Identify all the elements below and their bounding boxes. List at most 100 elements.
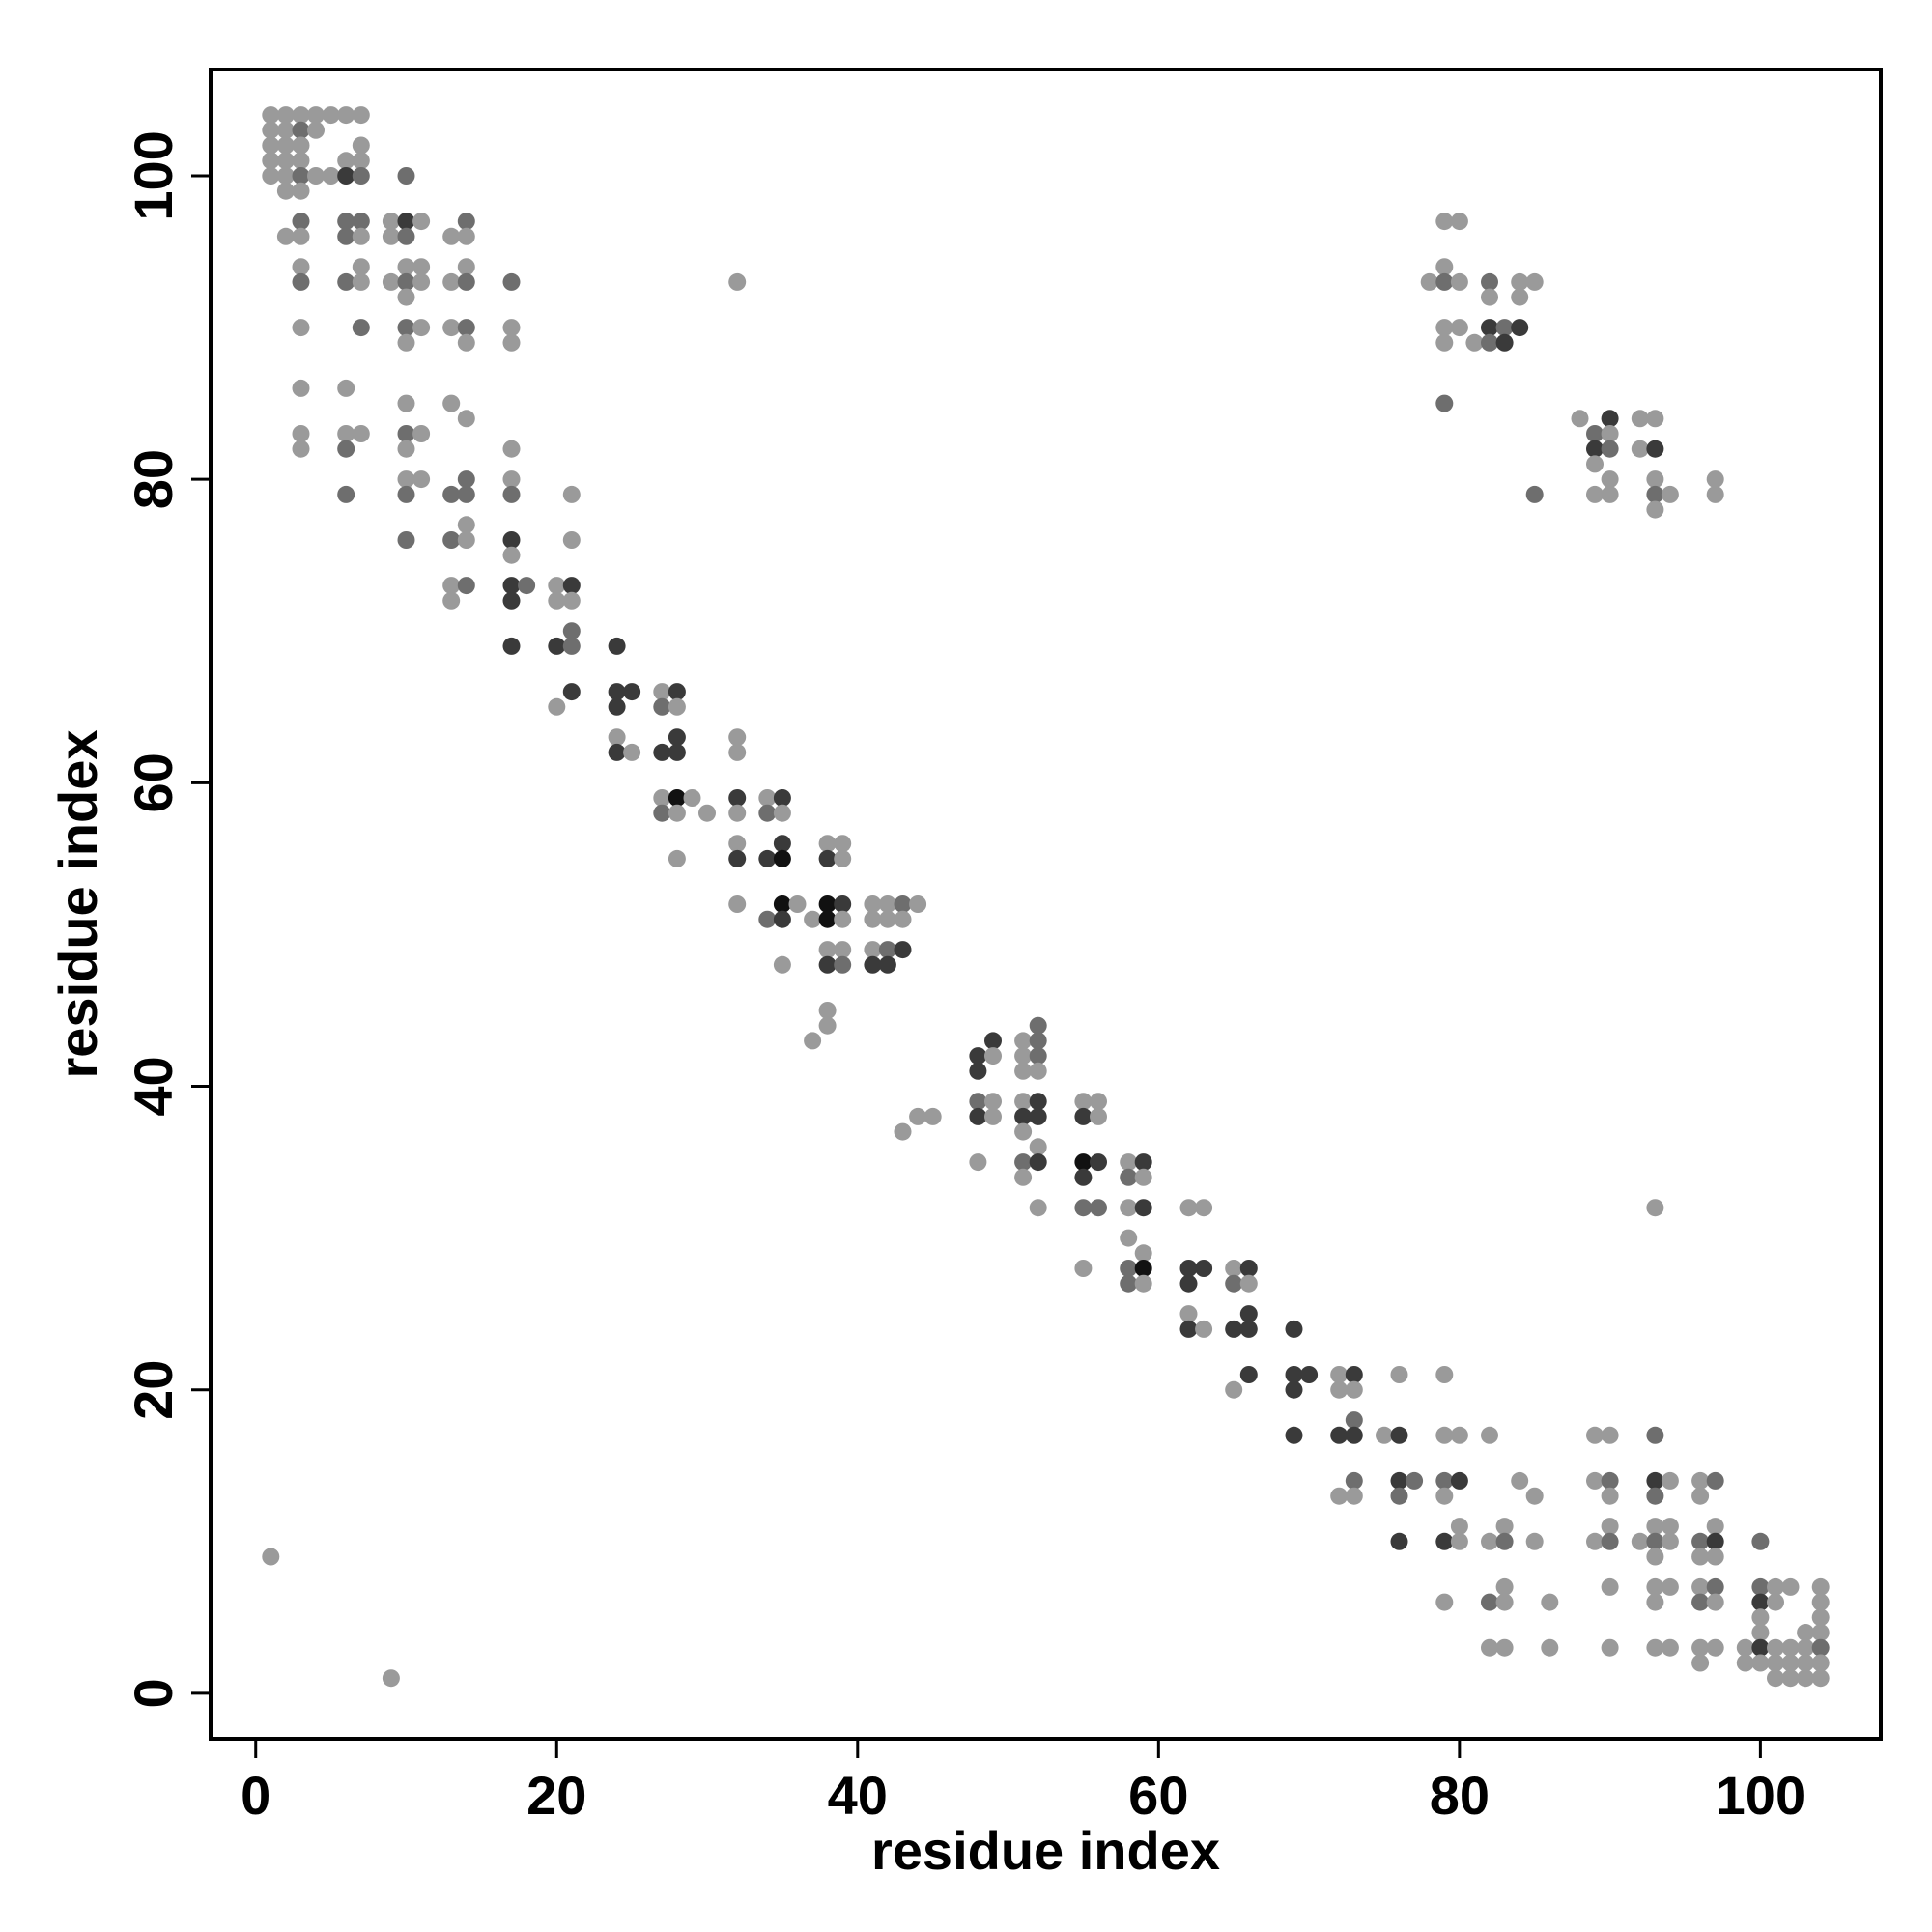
y-axis-label: residue index — [47, 729, 108, 1078]
contact-point — [1029, 1199, 1047, 1217]
contact-point — [397, 258, 415, 276]
contact-point — [1586, 455, 1604, 473]
contact-point — [984, 1047, 1002, 1065]
contact-point — [1646, 1518, 1664, 1536]
contact-point — [668, 697, 686, 716]
contact-point — [352, 136, 370, 155]
contact-point — [864, 955, 882, 974]
contact-point — [1195, 1320, 1213, 1338]
contact-point — [728, 835, 747, 853]
contact-point — [1195, 1199, 1213, 1217]
contact-point — [457, 516, 475, 534]
contact-point — [518, 577, 536, 595]
contact-point — [1450, 1518, 1468, 1536]
contact-point — [1767, 1593, 1784, 1611]
contact-point — [1435, 258, 1454, 276]
contact-point — [1481, 288, 1498, 306]
contact-point — [969, 1062, 987, 1080]
contact-point — [1495, 1532, 1514, 1550]
contact-point — [292, 272, 310, 291]
contact-point — [1646, 1199, 1664, 1217]
contact-point — [382, 1669, 400, 1688]
contact-point — [1134, 1168, 1152, 1186]
contact-point — [1435, 213, 1454, 231]
contact-point — [1134, 1260, 1152, 1277]
contact-point — [773, 910, 791, 928]
contact-point — [788, 895, 807, 913]
contact-point — [292, 167, 310, 185]
contact-point — [1390, 1426, 1408, 1444]
contact-point — [292, 258, 310, 276]
contact-point — [1120, 1229, 1138, 1247]
contact-point — [834, 849, 852, 867]
contact-point — [337, 213, 355, 231]
contact-point — [502, 591, 521, 610]
contact-point — [1014, 1093, 1033, 1111]
contact-point — [1120, 1274, 1138, 1293]
contact-point — [1751, 1654, 1770, 1672]
contact-point — [1736, 1654, 1754, 1672]
contact-point — [623, 743, 641, 761]
contact-point — [608, 637, 626, 655]
contact-point — [262, 167, 280, 185]
contact-point — [502, 319, 521, 337]
contact-point — [1435, 1593, 1454, 1611]
contact-point — [773, 789, 791, 807]
contact-point — [502, 637, 521, 655]
contact-point — [1029, 1032, 1047, 1050]
contact-point — [1601, 410, 1619, 428]
contact-point — [276, 106, 295, 125]
contact-point — [1450, 213, 1468, 231]
contact-point — [397, 227, 415, 245]
contact-point — [457, 410, 475, 428]
contact-point — [1601, 1518, 1619, 1536]
contact-point — [1014, 1032, 1033, 1050]
contact-point — [307, 106, 325, 125]
contact-point — [1330, 1487, 1349, 1505]
contact-point — [1781, 1638, 1800, 1657]
contact-point — [1706, 1518, 1724, 1536]
contact-point — [1390, 1487, 1408, 1505]
contact-point — [1134, 1274, 1152, 1293]
contact-point — [1390, 1532, 1408, 1550]
contact-point — [1179, 1260, 1198, 1277]
contact-point — [337, 152, 355, 170]
y-tick-label: 0 — [123, 1678, 184, 1708]
contact-point — [562, 531, 581, 549]
contact-point — [623, 683, 641, 701]
contact-point — [818, 835, 837, 853]
contact-point — [1495, 1638, 1514, 1657]
contact-point — [442, 394, 461, 412]
contact-point — [1014, 1122, 1033, 1141]
contact-point — [773, 895, 791, 913]
contact-point — [412, 213, 431, 231]
contact-point — [562, 577, 581, 595]
contact-point — [1074, 1107, 1093, 1125]
contact-point — [1179, 1320, 1198, 1338]
contact-point — [1435, 1532, 1454, 1550]
contact-point — [984, 1107, 1002, 1125]
contact-point — [397, 531, 415, 549]
contact-point — [1481, 1638, 1498, 1657]
contact-point — [1811, 1608, 1830, 1627]
contact-point — [1134, 1244, 1152, 1263]
y-tick-label: 40 — [123, 1056, 184, 1116]
contact-point — [653, 743, 671, 761]
contact-point — [397, 440, 415, 458]
contact-point — [1661, 1577, 1679, 1596]
contact-point — [818, 1002, 837, 1019]
contact-point — [1631, 410, 1649, 428]
contact-point — [728, 743, 747, 761]
contact-point — [1014, 1107, 1033, 1125]
contact-point — [728, 849, 747, 867]
contact-point — [834, 895, 852, 913]
contact-point — [502, 577, 521, 595]
contact-point — [834, 955, 852, 974]
contact-point — [397, 470, 415, 489]
contact-point — [1511, 1471, 1529, 1490]
contact-point — [1797, 1654, 1815, 1672]
contact-point — [1435, 1366, 1454, 1383]
contact-point — [412, 470, 431, 489]
contact-point — [1601, 440, 1619, 458]
contact-point — [548, 697, 566, 716]
